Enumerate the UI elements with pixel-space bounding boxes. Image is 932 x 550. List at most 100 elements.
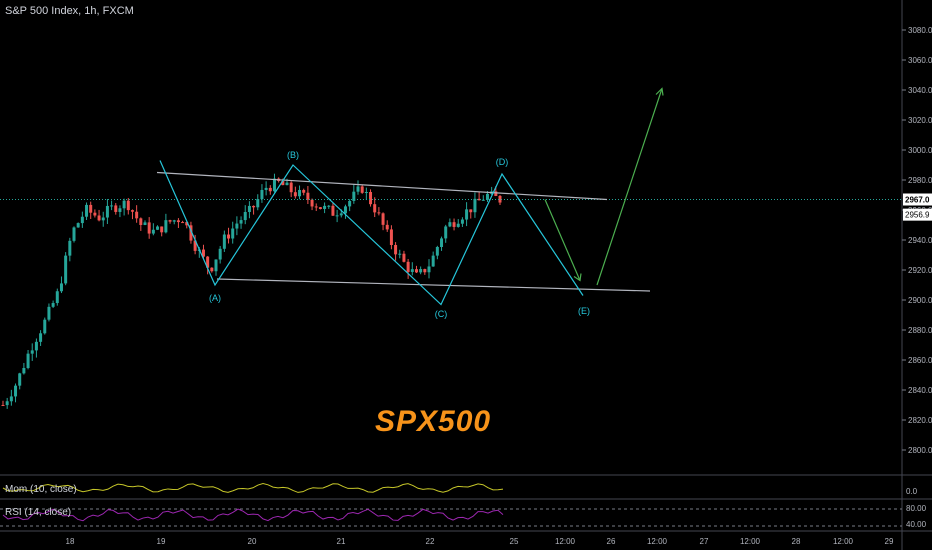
candle-body: [30, 350, 34, 354]
rsi-tick-80: 80.00: [906, 504, 927, 513]
candle-body: [448, 222, 452, 227]
price-tick-label: 3040.0: [908, 86, 932, 95]
candle-body: [80, 216, 84, 224]
channel-upper: [156, 171, 608, 201]
candle-body: [160, 226, 164, 233]
candle-body: [139, 218, 143, 225]
candle-body: [465, 209, 469, 220]
candle-body: [498, 195, 502, 203]
candle-body: [193, 240, 197, 251]
candle-body: [289, 182, 293, 193]
candle-body: [264, 187, 268, 190]
momentum-label: Mom (10, close): [5, 484, 77, 495]
candle-body: [89, 204, 93, 213]
candle-body: [22, 367, 26, 374]
candle-body: [239, 220, 243, 224]
candle-body: [427, 266, 431, 273]
candle-body: [352, 191, 356, 201]
candle-body: [285, 182, 289, 186]
wave-label: (B): [287, 150, 299, 160]
candle-body: [389, 229, 393, 245]
candle-body: [151, 229, 155, 234]
candle-body: [327, 205, 331, 207]
candle-body: [494, 191, 498, 196]
candle-body: [460, 219, 464, 224]
candle-body: [331, 205, 335, 216]
price-tick-label: 2980.0: [908, 176, 932, 185]
candle-body: [135, 211, 139, 219]
price-tick-label: 2840.0: [908, 386, 932, 395]
candle-body: [235, 223, 239, 229]
candle-body: [431, 255, 435, 267]
forecast-up-arrowhead: [655, 87, 664, 96]
candle-body: [122, 200, 126, 209]
candle-body: [477, 198, 481, 201]
candle-body: [18, 373, 22, 386]
candle-body: [214, 259, 218, 272]
rsi-label: RSI (14, close): [5, 507, 72, 518]
candle-body: [164, 220, 168, 233]
candle-body: [469, 209, 473, 213]
momentum-tick: 0.0: [906, 487, 918, 496]
wave-label: (A): [209, 293, 221, 303]
time-tick-label: 21: [337, 537, 346, 546]
candle-body: [298, 189, 302, 197]
candle-body: [268, 187, 272, 192]
candle-body: [310, 199, 314, 207]
time-tick-label: 26: [607, 537, 616, 546]
price-axis: 2800.0 2820.0 2840.0 2860.0 2880.0 2900.0 2920…: [901, 0, 932, 550]
price-tick-label: 2880.0: [908, 326, 932, 335]
price-tick-label: 3000.0: [908, 146, 932, 155]
candle-body: [252, 205, 256, 208]
candle-body: [72, 227, 76, 241]
candle-body: [201, 249, 205, 257]
last-price-badge-bg: [903, 193, 932, 206]
wave-label: (C): [435, 309, 448, 319]
chart-title: S&P 500 Index, 1h, FXCM: [5, 5, 134, 17]
wave-label: (D): [496, 157, 509, 167]
candle-body: [222, 234, 226, 249]
candle-body: [335, 215, 339, 217]
candle-body: [394, 244, 398, 255]
candle-body: [118, 208, 122, 212]
candle-body: [369, 191, 373, 205]
candle-body: [14, 385, 18, 397]
wave-lines: [159, 160, 584, 306]
candle-body: [306, 192, 310, 200]
candle-body: [105, 205, 109, 218]
candle-body: [218, 248, 222, 260]
candle-body: [318, 207, 322, 209]
candle-body: [43, 319, 47, 334]
time-tick-label: 25: [510, 537, 519, 546]
candle-body: [227, 234, 231, 239]
price-badge: 2956.9: [905, 211, 930, 220]
candle-body: [231, 228, 235, 239]
price-tick-label: 2820.0: [908, 416, 932, 425]
wave-labels: (A) (B) (C) (D) (E): [209, 150, 590, 319]
candle-body: [456, 223, 460, 227]
candle-body: [110, 205, 114, 207]
candle-body: [435, 247, 439, 256]
candle-body: [68, 240, 72, 256]
candle-body: [360, 186, 364, 193]
forecast-up: [596, 88, 663, 286]
time-tick-label: 22: [426, 537, 435, 546]
candle-body: [272, 178, 276, 192]
candle-body: [485, 193, 489, 200]
candle-body: [185, 222, 189, 226]
time-tick-label: 29: [885, 537, 894, 546]
forecast-down: [544, 199, 581, 281]
candle-body: [176, 220, 180, 223]
time-tick-label: 12:00: [647, 537, 668, 546]
wave-path: [159, 160, 584, 306]
time-tick-label: 28: [792, 537, 801, 546]
candle-body: [444, 226, 448, 239]
price-tick-label: 3060.0: [908, 56, 932, 65]
price-tick-label: 2940.0: [908, 236, 932, 245]
momentum-line: [2, 483, 504, 493]
candle-body: [410, 269, 414, 272]
candle-body: [76, 223, 80, 228]
time-tick-label: 20: [248, 537, 257, 546]
candle-body: [381, 213, 385, 225]
